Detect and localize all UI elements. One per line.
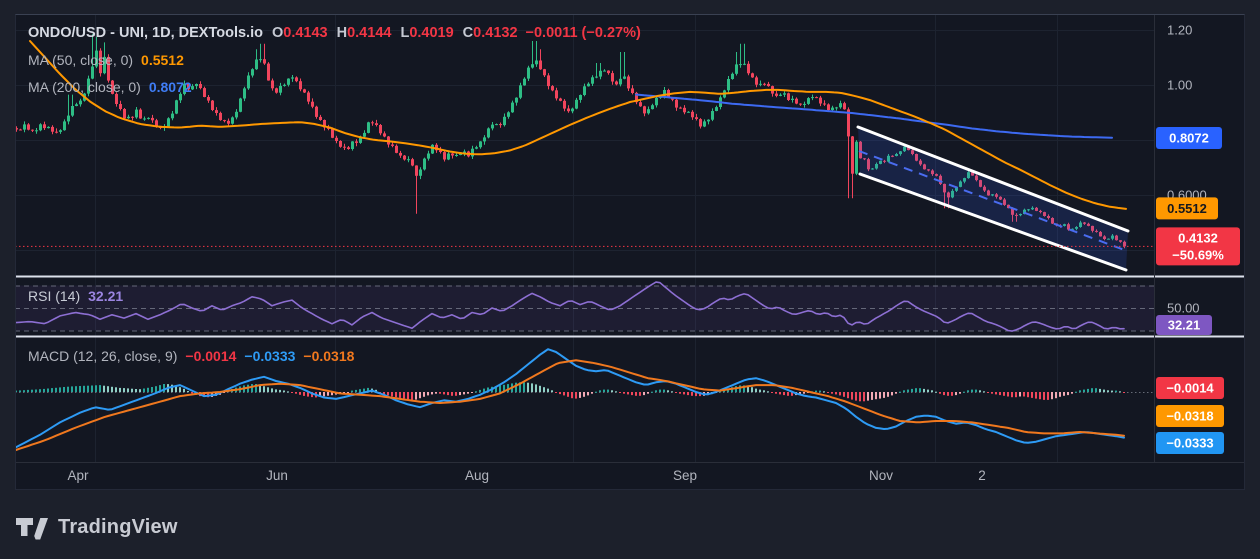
chart-frame: 1.20 1.00 0.6000 50.00 0.8072 0.5512 0.4132 −50… (15, 14, 1245, 490)
svg-text:−0.0014: −0.0014 (1166, 381, 1214, 396)
svg-text:Aug: Aug (465, 468, 489, 483)
svg-text:−0.0333: −0.0333 (1166, 436, 1213, 451)
macd-pane (15, 348, 1154, 451)
svg-text:Nov: Nov (869, 468, 893, 483)
chart-canvas[interactable]: 1.201.000.600050.000.80720.55120.4132−50… (15, 14, 1245, 490)
svg-text:0.8072: 0.8072 (1169, 131, 1209, 146)
svg-text:Sep: Sep (673, 468, 697, 483)
svg-text:0.4132: 0.4132 (1178, 230, 1218, 245)
svg-text:−50.69%: −50.69% (1172, 247, 1224, 262)
svg-text:2: 2 (978, 468, 986, 483)
rsi-pane (15, 281, 1154, 332)
svg-text:32.21: 32.21 (1168, 318, 1201, 333)
tradingview-logo-text: TradingView (58, 515, 178, 538)
svg-text:−0.0318: −0.0318 (1166, 409, 1213, 424)
tradingview-logo[interactable]: TradingView (15, 514, 178, 540)
svg-text:1.00: 1.00 (1167, 78, 1192, 93)
svg-text:Jun: Jun (266, 468, 288, 483)
svg-text:0.5512: 0.5512 (1167, 201, 1207, 216)
svg-text:1.20: 1.20 (1167, 23, 1192, 38)
tradingview-icon (16, 518, 48, 540)
price-pane (15, 34, 1154, 272)
svg-text:Apr: Apr (67, 468, 89, 483)
svg-text:50.00: 50.00 (1167, 301, 1200, 316)
